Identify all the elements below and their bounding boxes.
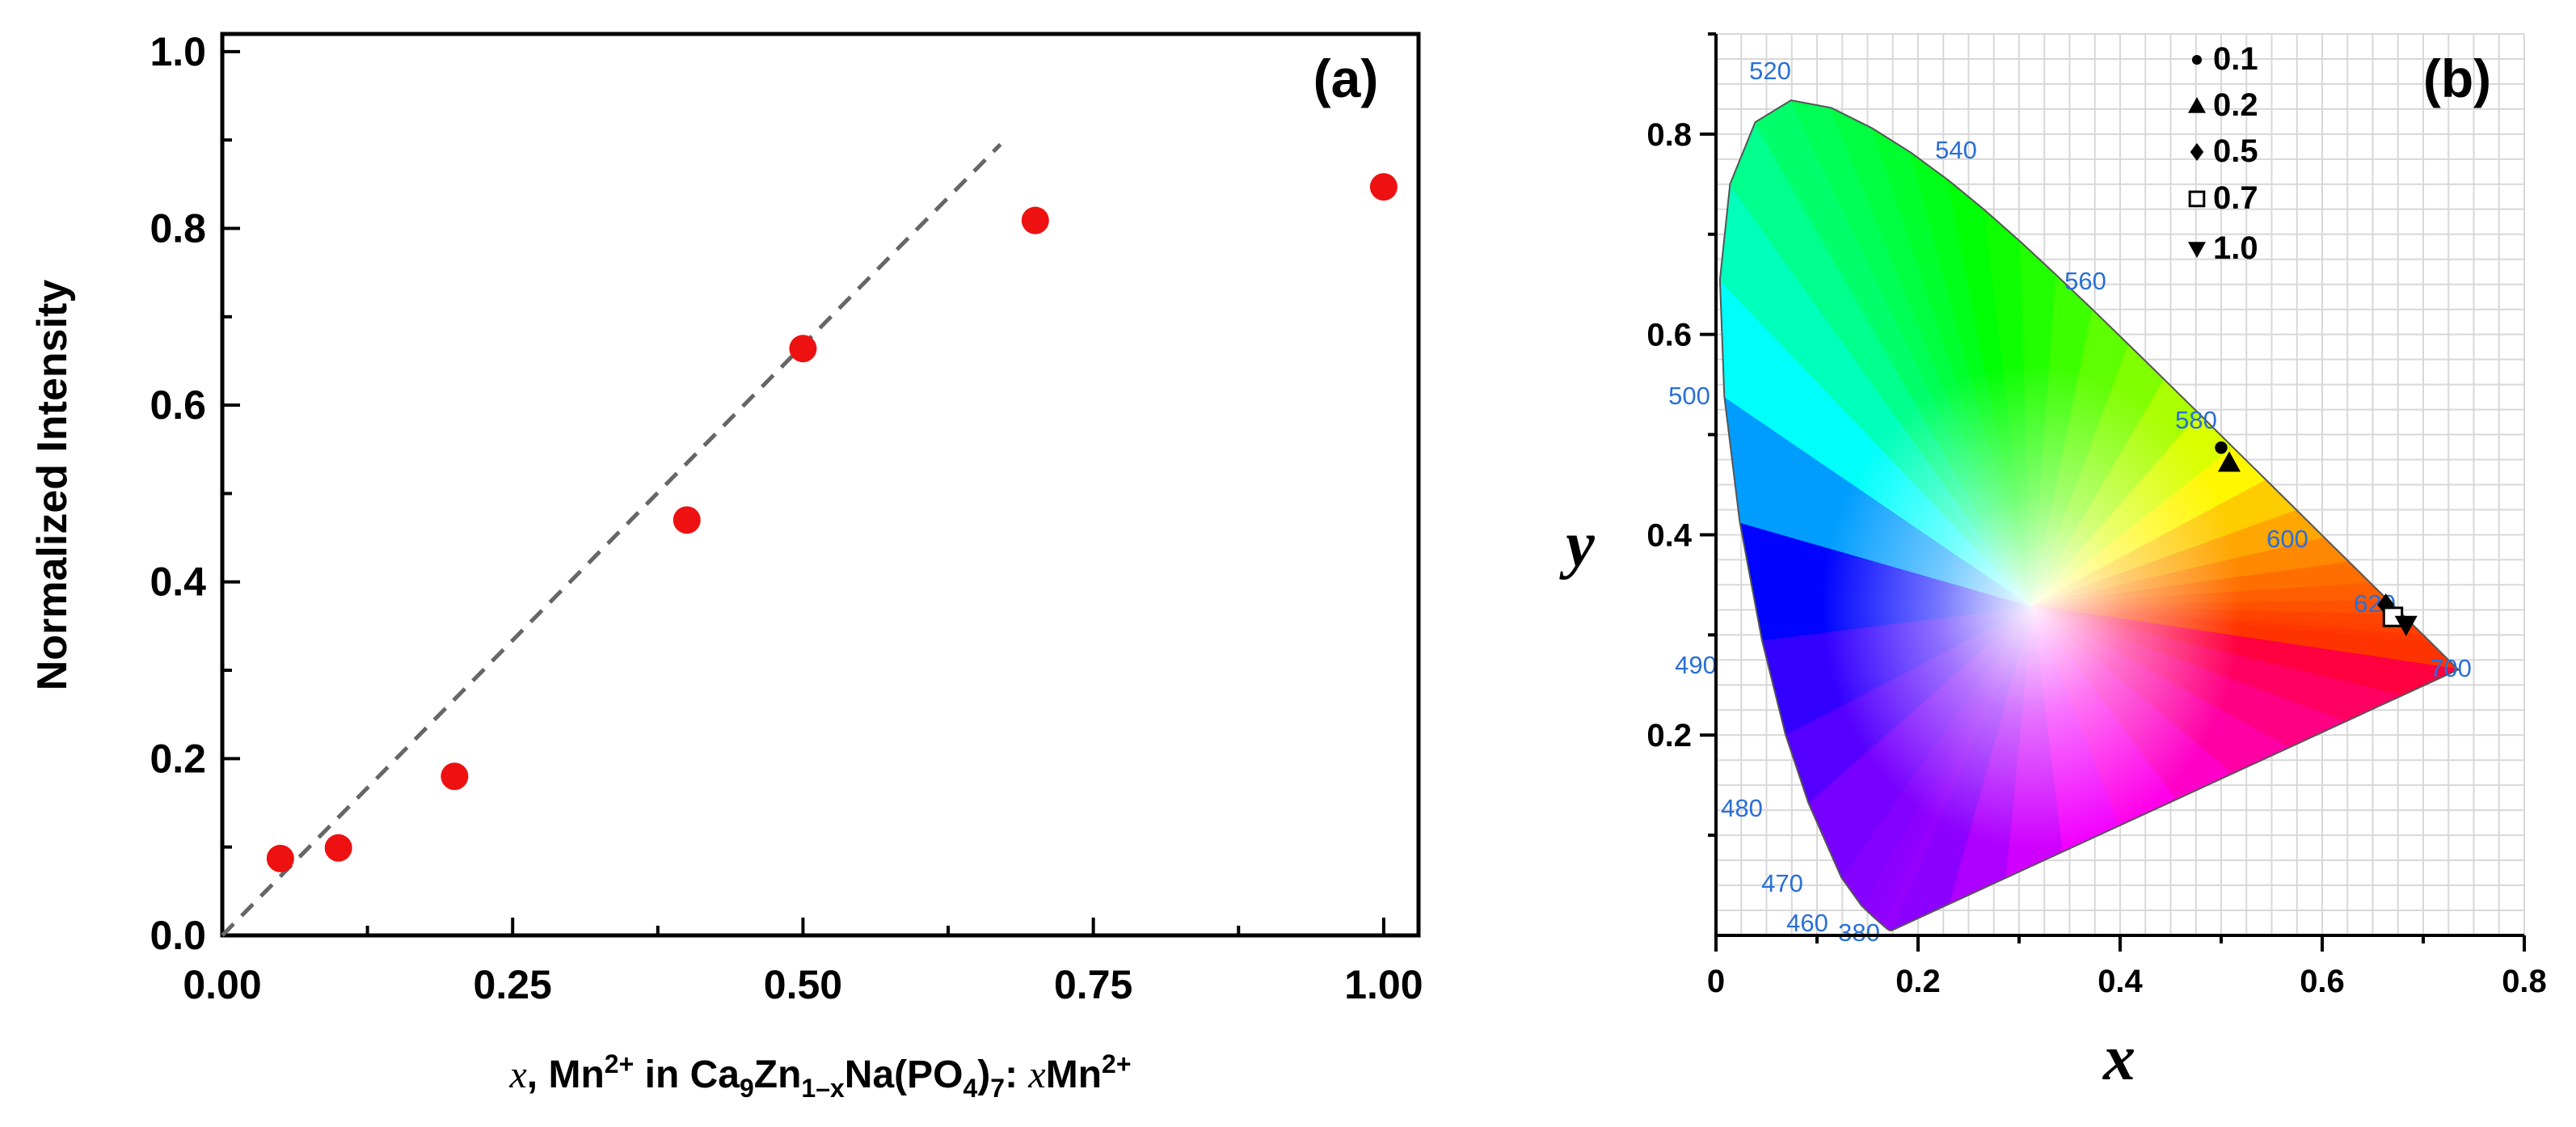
chromaticity-point [2218, 451, 2241, 472]
wavelength-label: 480 [1721, 794, 1763, 822]
wavelength-label: 700 [2430, 654, 2472, 682]
y-tick-label: 0.8 [150, 205, 206, 251]
data-point [672, 506, 701, 534]
x-tick-label: 0.75 [1054, 962, 1132, 1007]
y-tick-label: 0.6 [1646, 318, 1692, 353]
panel-b-legend: 0.1 0.2 0.5 0.7 1.0 [2188, 41, 2258, 266]
cie-gamut-outline [1718, 99, 2460, 931]
chromaticity-point [2394, 615, 2418, 636]
panel-b-points [2215, 441, 2418, 636]
x-tick-label: 1.00 [1344, 962, 1423, 1007]
data-point [789, 335, 817, 363]
wavelength-label: 490 [1675, 651, 1717, 679]
y-tick-label: 0.6 [150, 382, 206, 428]
panel-b-x-axis-label: x [2102, 1023, 2135, 1094]
x-tick-label: 0.25 [474, 962, 552, 1007]
panel-b-label: (b) [2423, 49, 2491, 108]
panel-b-y-axis-label: y [1558, 509, 1595, 580]
legend-label: 0.2 [2213, 87, 2258, 123]
wavelength-label: 460 [1786, 909, 1828, 937]
legend-label: 1.0 [2213, 230, 2258, 266]
data-point [266, 844, 294, 872]
legend-marker [2188, 190, 2206, 208]
legend-label: 0.1 [2213, 41, 2258, 77]
data-point [1021, 206, 1049, 234]
chromaticity-point [2215, 441, 2228, 454]
y-tick-label: 0.4 [150, 559, 206, 605]
panel-a-y-tick-labels: 0.0 0.2 0.4 0.6 0.8 1.0 [150, 29, 206, 958]
data-point [324, 834, 352, 862]
x-tick-label: 0.8 [2502, 964, 2547, 999]
wavelength-label: 500 [1668, 382, 1710, 410]
panel-b-x-tick-labels: 0 0.2 0.4 0.6 0.8 [1707, 964, 2547, 999]
legend-marker [2191, 54, 2203, 65]
panel-a-ticks [221, 49, 1385, 937]
panel-a-y-axis-label: Normalized Intensity [29, 280, 76, 691]
legend-label: 0.5 [2213, 133, 2258, 169]
legend-label: 0.7 [2213, 180, 2258, 216]
panel-a-label: (a) [1313, 49, 1379, 108]
panel-a: 0.00 0.25 0.50 0.75 1.00 0.00.20.40.60.81.0 … [29, 29, 1423, 1103]
panel-b-y-tick-labels: 0.2 0.4 0.6 0.8 [1646, 117, 1692, 753]
x-tick-label: 0.00 [183, 962, 261, 1007]
wavelength-label: 470 [1761, 869, 1803, 897]
trend-line [221, 142, 1002, 937]
legend-marker [2188, 97, 2206, 113]
wavelength-label: 560 [2064, 267, 2106, 295]
wavelength-label: 540 [1935, 136, 1977, 164]
wavelength-label: 520 [1749, 57, 1791, 85]
data-point [441, 762, 469, 791]
y-tick-label: 0.8 [1646, 117, 1692, 153]
y-tick-label: 1.0 [150, 29, 206, 74]
panel-b-axes [1700, 32, 2526, 952]
wavelength-label: 600 [2266, 525, 2308, 553]
wavelength-label: 380 [1838, 918, 1880, 947]
y-tick-label: 0.4 [1646, 517, 1692, 553]
data-point [1369, 173, 1398, 201]
y-tick-label: 0.2 [150, 736, 206, 781]
panel-a-plot-frame [220, 32, 1421, 938]
x-tick-label: 0.50 [764, 962, 842, 1007]
x-tick-label: 0.6 [2300, 964, 2345, 999]
white-point-glow [1821, 363, 2242, 849]
y-tick-label: 0.0 [150, 913, 206, 958]
x-tick-label: 0 [1707, 964, 1725, 999]
x-tick-label: 0.2 [1895, 964, 1941, 999]
panel-a-x-axis-label: x, Mn2+ in Ca9Zn1–xNa(PO4)7: xMn2+ [508, 1049, 1131, 1103]
wavelength-label: 580 [2175, 406, 2217, 434]
panel-a-x-tick-labels: 0.00 0.25 0.50 0.75 1.00 [183, 962, 1423, 1007]
y-tick-label: 0.2 [1646, 718, 1692, 753]
legend-marker [2188, 242, 2206, 258]
panel-a-points [266, 173, 1398, 872]
legend-marker [2190, 143, 2204, 161]
x-tick-label: 0.4 [2097, 964, 2143, 999]
panel-a-trend-group [221, 142, 1002, 937]
